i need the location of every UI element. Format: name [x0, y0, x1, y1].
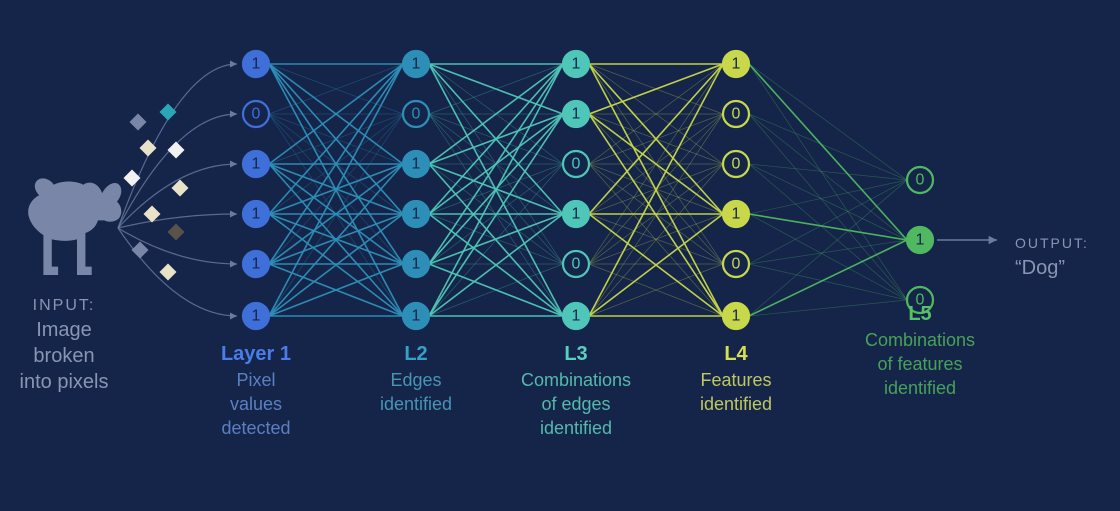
- layer-desc-line: identified: [884, 378, 956, 398]
- output-value: “Dog”: [1015, 257, 1065, 279]
- neuron-value: 0: [916, 172, 925, 189]
- layer-title: L3: [564, 343, 587, 365]
- layer-desc-line: identified: [540, 418, 612, 438]
- layer-desc-line: identified: [700, 394, 772, 414]
- neuron-value: 1: [412, 256, 421, 273]
- neural-network-diagram: 101111101111110101100101010INPUT:Imagebr…: [0, 0, 1120, 511]
- layer-desc-line: Combinations: [865, 330, 975, 350]
- neuron-value: 1: [732, 308, 741, 325]
- input-desc-line: into pixels: [20, 371, 109, 393]
- neuron-value: 1: [412, 206, 421, 223]
- neuron-value: 0: [252, 106, 261, 123]
- input-desc-line: broken: [33, 345, 94, 367]
- input-title: INPUT:: [33, 297, 96, 314]
- layer-desc-line: Features: [700, 370, 771, 390]
- neuron-value: 1: [252, 308, 261, 325]
- layer-desc-line: Pixel: [236, 370, 275, 390]
- neuron-value: 0: [412, 106, 421, 123]
- layer-desc-line: detected: [221, 418, 290, 438]
- layer-desc-line: Combinations: [521, 370, 631, 390]
- neuron-value: 1: [412, 56, 421, 73]
- neuron-value: 0: [572, 156, 581, 173]
- neuron-value: 1: [916, 232, 925, 249]
- neuron-value: 1: [252, 206, 261, 223]
- neuron-value: 1: [412, 156, 421, 173]
- neuron-value: 0: [732, 156, 741, 173]
- neuron-value: 1: [732, 206, 741, 223]
- neuron-value: 1: [252, 56, 261, 73]
- layer-desc-line: Edges: [390, 370, 441, 390]
- neuron-value: 1: [572, 206, 581, 223]
- layer-desc-line: values: [230, 394, 282, 414]
- layer-desc-line: of edges: [541, 394, 610, 414]
- layer-title: Layer 1: [221, 343, 291, 365]
- neuron-value: 1: [412, 308, 421, 325]
- layer-desc-line: identified: [380, 394, 452, 414]
- neuron-value: 0: [732, 256, 741, 273]
- neuron-value: 1: [252, 156, 261, 173]
- layer-title: L2: [404, 343, 427, 365]
- neuron-value: 1: [572, 56, 581, 73]
- neuron-value: 0: [732, 106, 741, 123]
- neuron-value: 1: [572, 106, 581, 123]
- layer-title: L5: [908, 303, 931, 325]
- input-desc-line: Image: [36, 319, 92, 341]
- neuron-value: 1: [732, 56, 741, 73]
- neuron-value: 1: [572, 308, 581, 325]
- neuron-value: 0: [572, 256, 581, 273]
- output-title: OUTPUT:: [1015, 235, 1089, 251]
- neuron-value: 1: [252, 256, 261, 273]
- layer-title: L4: [724, 343, 748, 365]
- layer-desc-line: of features: [877, 354, 962, 374]
